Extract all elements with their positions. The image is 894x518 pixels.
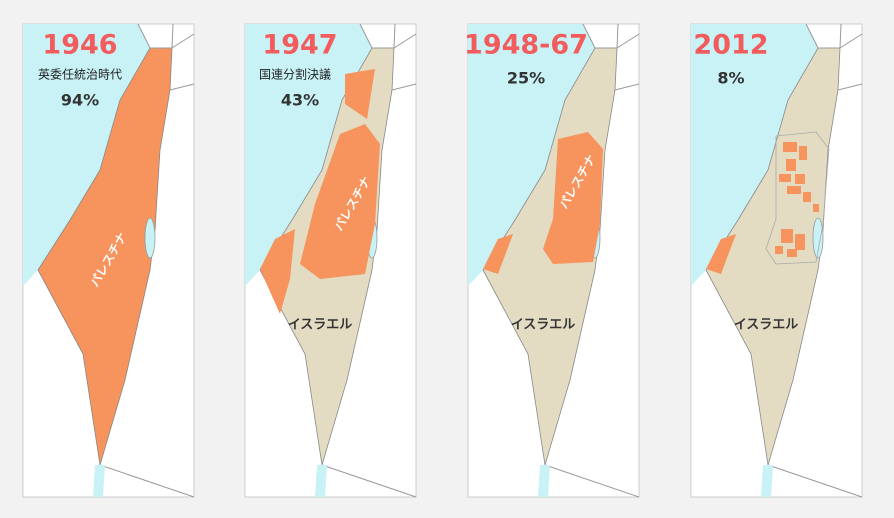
subtitle: 国連分割決議 (259, 67, 331, 82)
region-label: イスラエル (511, 318, 576, 333)
percent: 8% (717, 69, 744, 88)
region-label: イスラエル (288, 318, 353, 333)
region-label: イスラエル (734, 318, 799, 333)
panel-1946: 1946 英委任統治時代 94% パレスチナ (22, 23, 195, 498)
year: 1947 (262, 30, 337, 61)
year: 2012 (693, 30, 768, 61)
year: 1946 (42, 30, 117, 61)
percent: 94% (61, 91, 99, 110)
panel-1948-67: 1948-67 25% パレスチナ イスラエル (464, 23, 640, 498)
subtitle: 英委任統治時代 (38, 68, 122, 82)
percent: 43% (281, 91, 319, 110)
year: 1948-67 (464, 30, 588, 61)
panel-1947: 1947 国連分割決議 43% パレスチナ イスラエル (244, 23, 417, 498)
panel-2012: 2012 8% イスラエル (690, 23, 863, 498)
percent: 25% (507, 69, 545, 88)
